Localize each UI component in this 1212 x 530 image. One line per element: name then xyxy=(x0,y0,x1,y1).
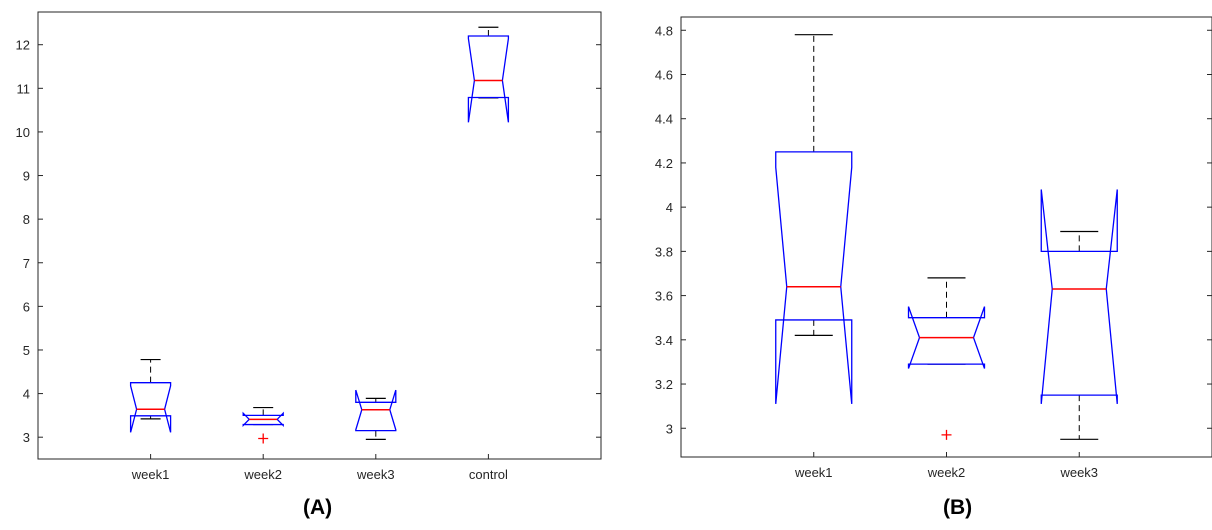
notched-box xyxy=(129,382,172,433)
notched-box xyxy=(1040,189,1118,404)
notched-box xyxy=(355,389,397,432)
y-tick-label: 12 xyxy=(16,38,30,53)
y-tick-label: 3.8 xyxy=(655,244,673,259)
y-tick-label: 6 xyxy=(23,299,30,314)
plot-frame xyxy=(37,11,602,460)
y-tick-label: 7 xyxy=(23,256,30,271)
y-tick-label: 3 xyxy=(23,430,30,445)
box-week2 xyxy=(242,406,284,444)
notched-box xyxy=(907,306,986,369)
y-tick-label: 11 xyxy=(17,81,31,96)
y-tick-label: 9 xyxy=(23,169,30,184)
outlier-marker xyxy=(258,433,269,444)
y-tick-label: 4 xyxy=(23,387,30,402)
y-tick-label: 4.2 xyxy=(655,156,673,171)
x-tick-label: week3 xyxy=(1059,465,1098,480)
y-tick-label: 3.4 xyxy=(655,333,673,348)
box-week1 xyxy=(775,34,853,404)
box-week3 xyxy=(1040,189,1118,440)
notched-box xyxy=(775,151,853,404)
x-tick-label: week2 xyxy=(927,465,966,480)
x-tick-label: control xyxy=(469,467,508,482)
x-tick-label: week1 xyxy=(794,465,833,480)
x-tick-label: week2 xyxy=(243,467,282,482)
y-tick-label: 3.6 xyxy=(655,289,673,304)
box-week1 xyxy=(129,358,172,433)
y-tick-label: 4.4 xyxy=(655,112,673,127)
y-tick-label: 4 xyxy=(666,200,673,215)
y-tick-label: 3.2 xyxy=(655,377,673,392)
y-tick-label: 8 xyxy=(23,212,30,227)
x-tick-label: week3 xyxy=(356,467,395,482)
chart-panel-a: 3 4 5 6 7 8 9 10 11 12 week1 week2 week3 control xyxy=(16,11,602,482)
notched-box xyxy=(242,411,284,428)
y-tick-label: 3 xyxy=(666,421,673,436)
y-tick-label: 4.8 xyxy=(655,23,673,38)
panel-label-b: (B) xyxy=(943,496,973,519)
y-tick-label: 10 xyxy=(16,125,30,140)
y-tick-label: 5 xyxy=(23,343,30,358)
box-week2 xyxy=(907,277,986,440)
x-tick-label: week1 xyxy=(131,467,170,482)
y-tick-label: 4.6 xyxy=(655,67,673,82)
box-control xyxy=(467,26,510,123)
outlier-marker xyxy=(941,429,952,440)
plot-frame xyxy=(680,16,1212,458)
panel-label-a: (A) xyxy=(303,496,333,519)
chart-panel-b: 3 3.2 3.4 3.6 3.8 4 4.2 4.4 4.6 4.8 week1 week2 week… xyxy=(655,16,1212,480)
notched-box xyxy=(467,35,510,123)
box-week3 xyxy=(355,389,397,440)
